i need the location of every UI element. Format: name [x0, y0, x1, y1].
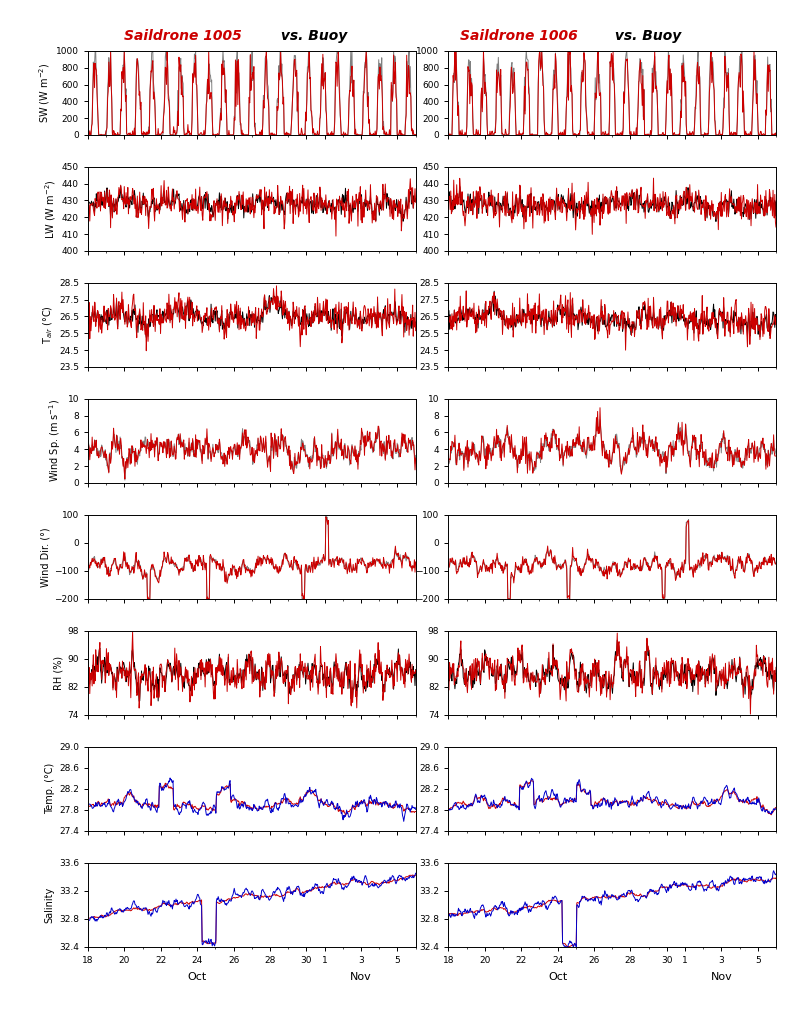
- Y-axis label: Temp. (°C): Temp. (°C): [45, 764, 55, 814]
- Text: Saildrone 1005: Saildrone 1005: [124, 29, 242, 43]
- Text: Oct: Oct: [187, 972, 207, 982]
- Text: Nov: Nov: [710, 972, 732, 982]
- Y-axis label: LW (W m$^{-2}$): LW (W m$^{-2}$): [43, 179, 58, 238]
- Text: Nov: Nov: [350, 972, 372, 982]
- Text: vs. Buoy: vs. Buoy: [610, 29, 681, 43]
- Y-axis label: Salinity: Salinity: [45, 887, 54, 923]
- Y-axis label: T$_{air}$ (°C): T$_{air}$ (°C): [42, 305, 55, 344]
- Text: Saildrone 1006: Saildrone 1006: [460, 29, 578, 43]
- Y-axis label: Wind Dir. (°): Wind Dir. (°): [40, 527, 50, 586]
- Text: Oct: Oct: [548, 972, 567, 982]
- Text: vs. Buoy: vs. Buoy: [276, 29, 347, 43]
- Y-axis label: SW (W m$^{-2}$): SW (W m$^{-2}$): [37, 63, 52, 123]
- Y-axis label: RH (%): RH (%): [54, 656, 63, 690]
- Y-axis label: Wind Sp. (m s$^{-1}$): Wind Sp. (m s$^{-1}$): [47, 399, 63, 483]
